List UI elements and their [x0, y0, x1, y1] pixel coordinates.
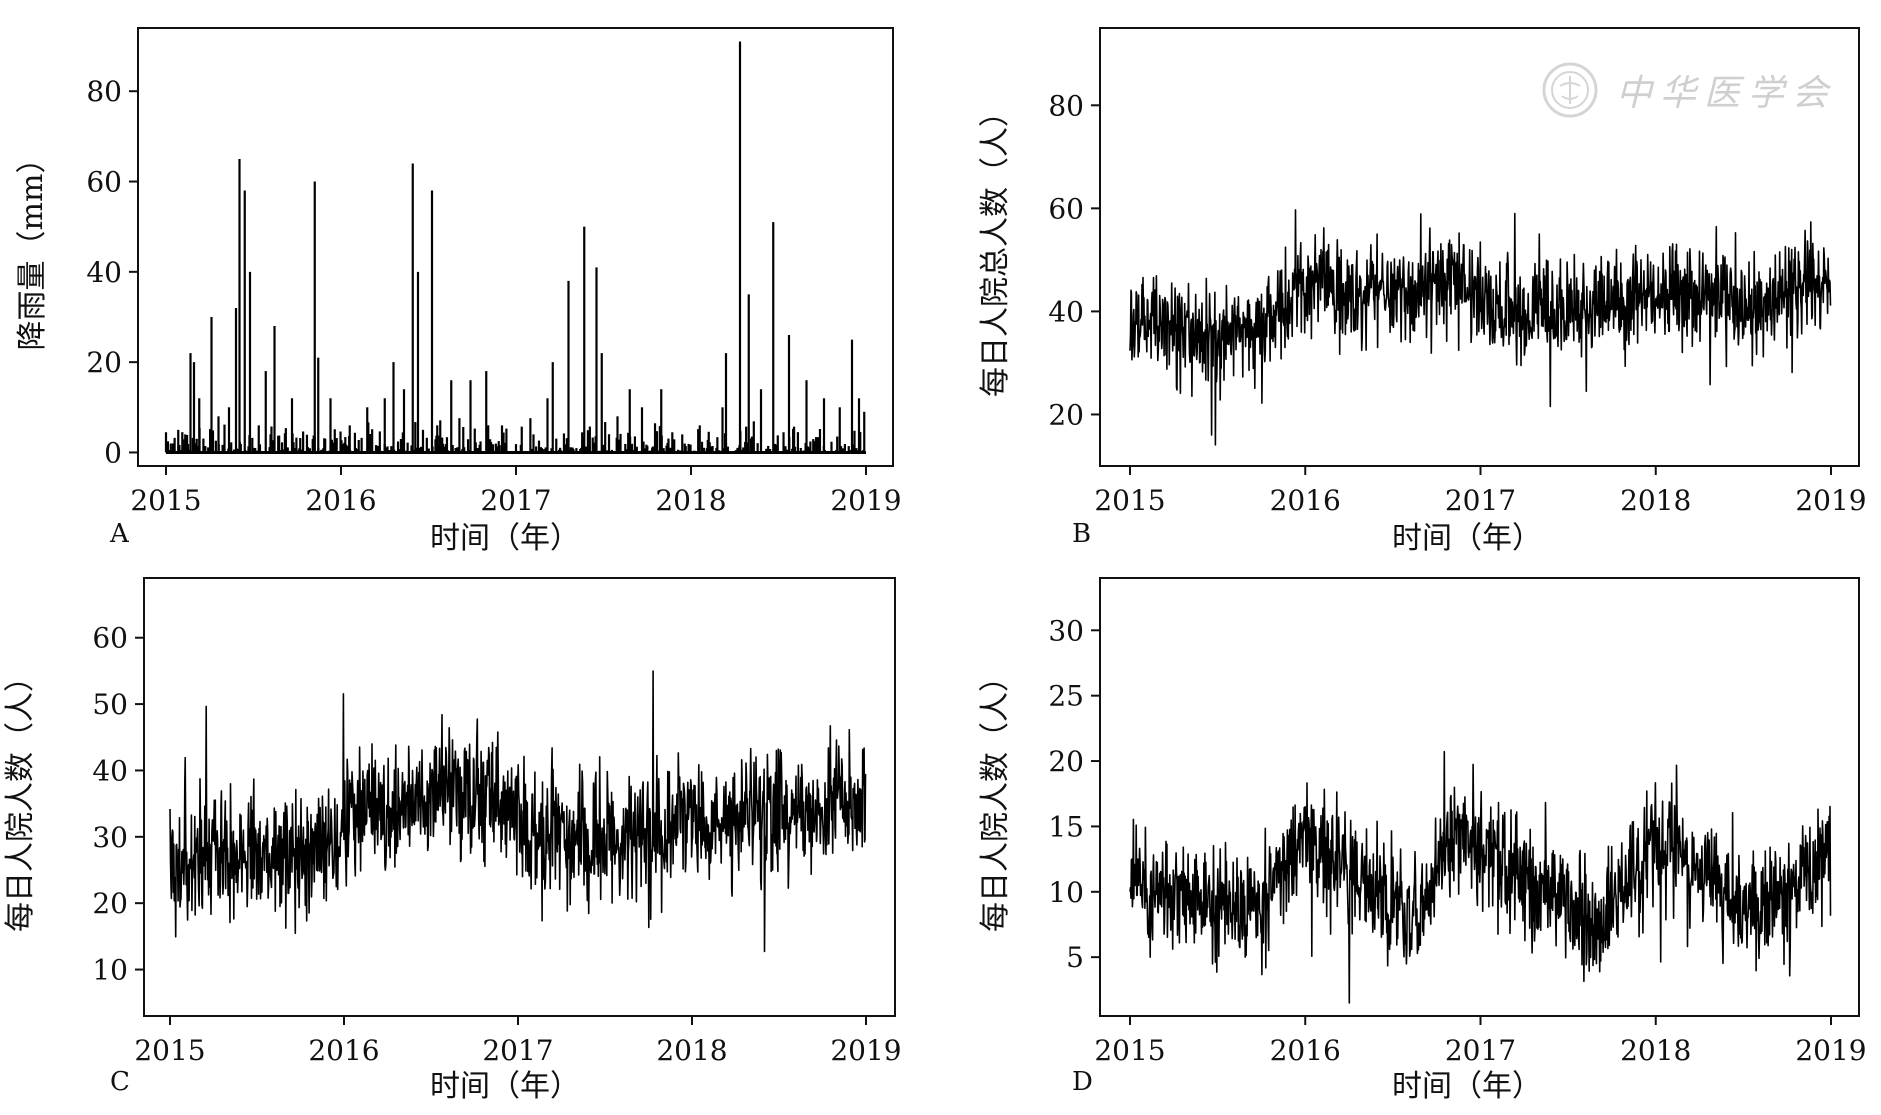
panel-letter: A — [109, 519, 130, 549]
x-tick-label: 2016 — [308, 1034, 379, 1067]
x-tick-label: 2019 — [830, 1034, 901, 1067]
x-tick-label: 2018 — [1620, 484, 1691, 517]
y-tick-label: 25 — [1048, 680, 1084, 713]
daily-admissions-line — [1129, 209, 1832, 446]
y-tick-label: 60 — [92, 622, 128, 655]
x-axis-title: 时间（年） — [430, 1069, 580, 1104]
y-tick-label: 40 — [92, 754, 128, 787]
y-tick-label: 60 — [1048, 192, 1084, 225]
x-axis-title: 时间（年） — [430, 521, 580, 556]
panel-letter: D — [1072, 1067, 1093, 1097]
chart-panel-c: 10 20 30 40 50 60 2015 2016 2017 2018 2019 时间（年） 每日人… — [3, 577, 902, 1104]
y-tick-label: 0 — [104, 436, 122, 469]
y-tick-label: 20 — [92, 887, 128, 920]
panel-letter: B — [1072, 519, 1091, 549]
x-tick-label: 2015 — [130, 484, 201, 517]
plot-frame — [137, 27, 894, 467]
x-tick-label: 2017 — [482, 1034, 553, 1067]
x-tick-label: 2017 — [1445, 1034, 1516, 1067]
y-tick-label: 50 — [92, 688, 128, 721]
x-tick-label: 2015 — [1094, 484, 1165, 517]
x-tick-label: 2016 — [1270, 484, 1341, 517]
watermark: 中华医学会 — [1540, 55, 1836, 125]
x-tick-label: 2018 — [1620, 1034, 1691, 1067]
x-tick-label: 2019 — [1795, 484, 1866, 517]
watermark-text: 中华医学会 — [1616, 73, 1837, 114]
y-tick-label: 5 — [1066, 941, 1084, 974]
y-axis-title: 每日人院人数（人） — [3, 662, 38, 932]
y-tick-label: 30 — [92, 821, 128, 854]
society-seal-icon — [1542, 62, 1598, 118]
plot-frame — [1099, 577, 1860, 1017]
y-tick-label: 10 — [1048, 876, 1084, 909]
x-tick-label: 2015 — [134, 1034, 205, 1067]
y-tick-label: 40 — [86, 256, 122, 289]
y-axis-title: 降雨量（mm） — [15, 144, 50, 351]
y-tick-label: 40 — [1048, 295, 1084, 328]
chart-panel-a: 0 20 40 60 80 2015 2016 2017 2018 2019 时间（年） 降雨量（mm… — [15, 27, 902, 556]
panel-letter: C — [110, 1067, 130, 1097]
x-axis-title: 时间（年） — [1392, 521, 1542, 556]
y-tick-label: 15 — [1048, 810, 1084, 843]
x-tick-label: 2017 — [480, 484, 551, 517]
y-tick-label: 20 — [1048, 745, 1084, 778]
x-tick-label: 2019 — [830, 484, 901, 517]
y-tick-label: 80 — [86, 75, 122, 108]
daily-admissions-line — [1129, 750, 1832, 1004]
x-tick-label: 2018 — [655, 484, 726, 517]
y-tick-label: 20 — [86, 346, 122, 379]
daily-admissions-line — [169, 670, 867, 953]
x-tick-label: 2017 — [1445, 484, 1516, 517]
y-tick-label: 60 — [86, 166, 122, 199]
x-axis-title: 时间（年） — [1392, 1069, 1542, 1104]
x-tick-label: 2018 — [656, 1034, 727, 1067]
y-tick-label: 10 — [92, 954, 128, 987]
plot-frame — [143, 577, 896, 1017]
y-axis-title: 每日人院人数（人） — [978, 662, 1013, 932]
x-tick-label: 2016 — [1270, 1034, 1341, 1067]
x-tick-label: 2016 — [305, 484, 376, 517]
x-tick-label: 2015 — [1094, 1034, 1165, 1067]
x-tick-label: 2019 — [1795, 1034, 1866, 1067]
y-tick-label: 20 — [1048, 398, 1084, 431]
y-axis-title: 每日人院总人数（人） — [978, 97, 1013, 397]
chart-panel-b: 20 40 60 80 2015 2016 2017 2018 2019 时间（年） 每日人院总人数… — [978, 27, 1867, 556]
y-tick-label: 30 — [1048, 614, 1084, 647]
chart-panel-d: 5 10 15 20 25 30 2015 2016 2017 2018 2019 时间（年） 每日人院… — [978, 577, 1867, 1104]
y-tick-label: 80 — [1048, 89, 1084, 122]
